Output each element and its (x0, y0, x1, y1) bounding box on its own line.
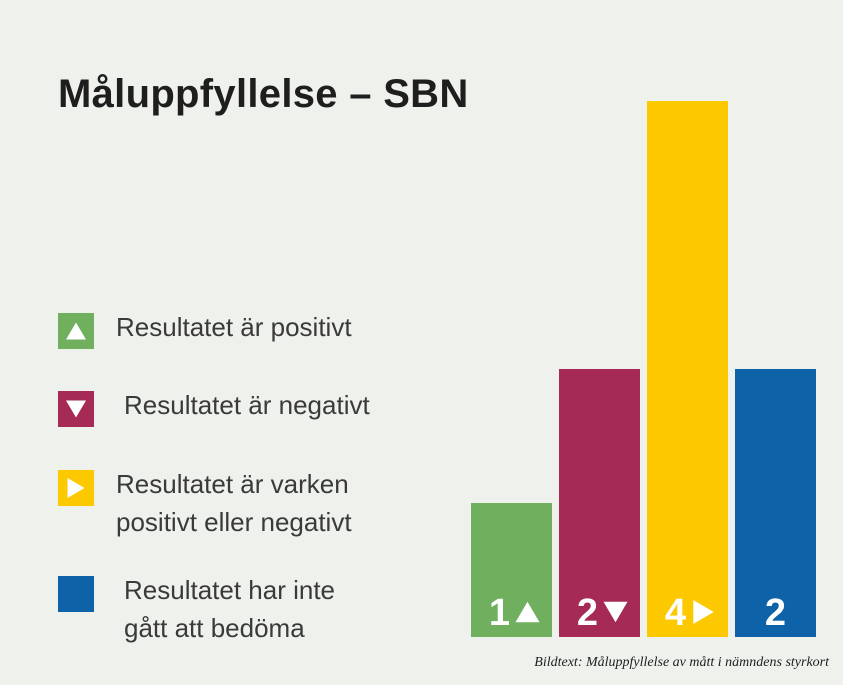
bar (559, 369, 640, 637)
legend-label-line: Resultatet är varken (116, 469, 349, 499)
triangle-down-icon (603, 601, 628, 623)
bar-value-label: 4 (665, 592, 686, 634)
bar (735, 369, 816, 637)
triangle-down-icon (66, 400, 86, 418)
bar (471, 503, 552, 637)
chart-title: Måluppfyllelse – SBN (58, 72, 469, 116)
bar-value-label: 1 (489, 592, 510, 634)
legend-swatch (58, 470, 94, 506)
bar (647, 101, 728, 637)
triangle-right-icon (693, 600, 714, 624)
legend-label: Resultatet har inte gått att bedöma (124, 571, 335, 647)
legend-item: Resultatet är positivt (58, 312, 352, 349)
legend-label-line: gått att bedöma (124, 613, 305, 643)
bar-value-label: 2 (765, 592, 786, 634)
legend-label-line: Resultatet är positivt (116, 312, 352, 342)
triangle-up-icon (66, 322, 86, 340)
legend-item: Resultatet har inte gått att bedöma (58, 575, 335, 647)
legend-item: Resultatet är negativt (58, 390, 370, 427)
legend-swatch (58, 576, 94, 612)
triangle-up-icon (515, 601, 540, 623)
caption: Bildtext: Måluppfyllelse av mått i nämnd… (534, 655, 829, 670)
legend-label-line: Resultatet har inte (124, 575, 336, 605)
legend-label-line: positivt eller negativt (116, 507, 352, 537)
legend-label: Resultatet är varken positivt eller negat… (116, 465, 352, 541)
legend-label: Resultatet är positivt (116, 308, 352, 346)
legend-label-line: Resultatet är negativt (124, 390, 370, 420)
legend-item: Resultatet är varken positivt eller negat… (58, 469, 352, 541)
triangle-right-icon (67, 478, 85, 498)
bar-value-label: 2 (577, 592, 598, 634)
legend-label: Resultatet är negativt (124, 386, 370, 424)
legend-swatch (58, 391, 94, 427)
legend-swatch (58, 313, 94, 349)
